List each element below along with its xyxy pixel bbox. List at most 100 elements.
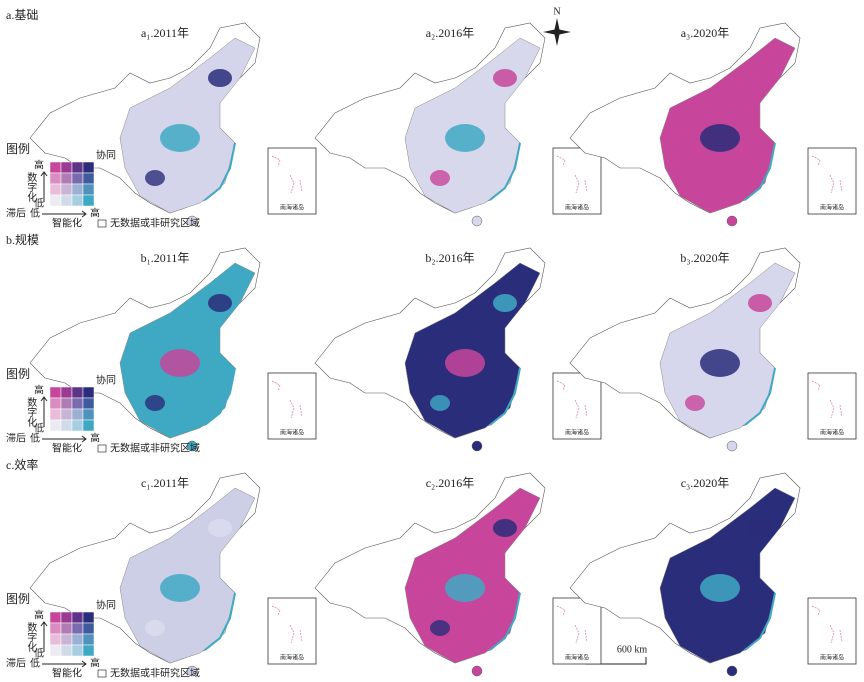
region-cluster <box>445 124 485 152</box>
legend-cell <box>60 408 73 421</box>
legend-arrow <box>40 396 48 427</box>
region-cluster <box>160 349 200 377</box>
legend-cell <box>49 161 62 174</box>
region-cluster <box>748 294 772 312</box>
legend-low-y: 低 <box>34 421 44 434</box>
legend-title: 图例 <box>6 592 30 606</box>
inset-frame <box>552 147 602 215</box>
region-cluster <box>685 170 705 186</box>
map-panel <box>569 22 801 227</box>
legend-sync: 协同 <box>96 373 116 386</box>
hainan <box>726 440 738 452</box>
legend-cell <box>82 408 95 421</box>
legend-y-axis: 数字化 <box>25 171 37 202</box>
legend-cell <box>71 622 84 635</box>
legend-cell <box>60 194 73 207</box>
inset-islands <box>556 605 588 644</box>
hainan <box>186 665 198 677</box>
hainan <box>471 215 483 227</box>
legend-no-data-swatch <box>97 219 107 228</box>
inset-label: 南海诸岛 <box>565 653 589 661</box>
legend-cell <box>71 183 84 196</box>
legend-cell <box>71 386 84 399</box>
panel-title: b₁.2011年 <box>141 251 190 265</box>
legend-arrow <box>42 660 87 668</box>
inset-label: 南海诸岛 <box>565 203 589 211</box>
region-cluster <box>208 519 232 537</box>
legend-y-axis: 数字化 <box>25 396 37 427</box>
map-panel <box>29 472 261 677</box>
panel-title: c₂.2016年 <box>426 476 475 490</box>
legend-cell <box>49 183 62 196</box>
region-cluster <box>145 620 165 636</box>
legend-high-y: 高 <box>34 608 44 621</box>
legend-cell <box>82 397 95 410</box>
legend-cell <box>60 386 73 399</box>
row-label: a.基础 <box>6 8 38 22</box>
coastline <box>204 592 236 651</box>
region-cluster <box>685 620 705 636</box>
inset-label: 南海诸岛 <box>280 653 304 661</box>
legend-cell <box>71 419 84 432</box>
hainan <box>471 440 483 452</box>
coastline <box>489 367 521 426</box>
legend-cell <box>49 633 62 646</box>
legend-low-x: 低 <box>30 431 40 444</box>
coastline <box>489 142 521 201</box>
region-cluster <box>493 519 517 537</box>
legend-cell <box>49 622 62 635</box>
row-label: c.效率 <box>6 457 38 472</box>
panel-title: a₃.2020年 <box>681 26 730 40</box>
legend-low-x: 低 <box>30 656 40 669</box>
legend-cell <box>71 194 84 207</box>
north-arrow <box>543 18 571 46</box>
map-panel <box>29 247 261 452</box>
legend-title: 图例 <box>6 367 30 381</box>
region-cluster <box>700 349 740 377</box>
legend-arrow <box>42 210 87 218</box>
legend-cell <box>82 633 95 646</box>
region-cluster <box>445 349 485 377</box>
inset-frame <box>267 372 317 440</box>
region-cluster <box>430 620 450 636</box>
legend-cell <box>60 172 73 185</box>
coastline <box>489 592 521 651</box>
legend-cell <box>82 183 95 196</box>
legend-low-y: 低 <box>34 646 44 659</box>
legend-no-data: 无数据或非研究区域 <box>110 666 200 679</box>
region-cluster <box>493 294 517 312</box>
legend-lag: 滞后 <box>6 657 26 669</box>
legend-low-x: 低 <box>30 206 40 219</box>
inset-frame <box>552 597 602 665</box>
inset-frame <box>267 147 317 215</box>
legend-high-y: 高 <box>34 158 44 171</box>
hainan <box>471 665 483 677</box>
hainan <box>186 440 198 452</box>
inset-islands <box>811 155 843 194</box>
inset-label: 南海诸岛 <box>280 428 304 436</box>
region-cluster <box>160 124 200 152</box>
coastline <box>204 367 236 426</box>
region-cluster <box>145 395 165 411</box>
legend-arrow <box>40 171 48 202</box>
inset-islands <box>556 380 588 419</box>
legend-lag: 滞后 <box>6 207 26 219</box>
legend-cell <box>60 622 73 635</box>
legend-high-x: 高 <box>90 656 100 669</box>
region-cluster <box>685 395 705 411</box>
legend-no-data: 无数据或非研究区域 <box>110 441 200 454</box>
inset-label: 南海诸岛 <box>820 203 844 211</box>
legend-sync: 协同 <box>96 598 116 611</box>
legend-cell <box>49 172 62 185</box>
legend-cell <box>82 386 95 399</box>
region-cluster <box>700 124 740 152</box>
legend-cell <box>82 161 95 174</box>
legend-high-x: 高 <box>90 206 100 219</box>
panel-title: b₂.2016年 <box>425 251 474 265</box>
legend-no-data: 无数据或非研究区域 <box>110 216 200 229</box>
map-panel <box>29 22 261 227</box>
inset-frame <box>807 147 857 215</box>
legend-title: 图例 <box>6 142 30 156</box>
legend-cell <box>60 183 73 196</box>
